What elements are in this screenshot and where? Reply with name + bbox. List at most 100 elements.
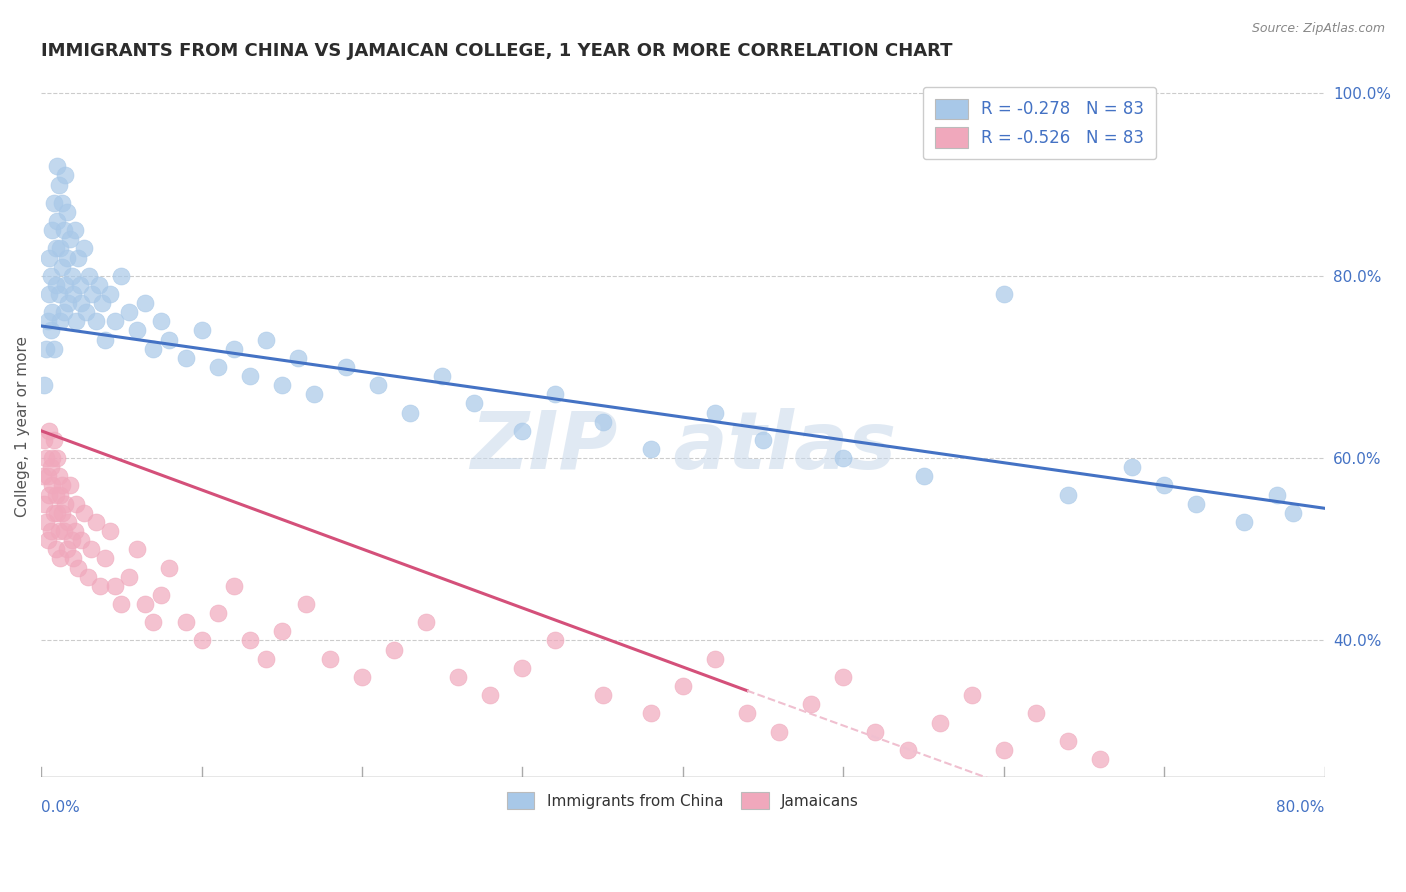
Point — [60, 533, 83, 548]
Point — [110, 268, 132, 283]
Point — [270, 624, 292, 639]
Point — [239, 633, 262, 648]
Point — [174, 615, 197, 630]
Point — [45, 542, 67, 557]
Point — [174, 351, 197, 365]
Point — [51, 260, 73, 274]
Text: 0.0%: 0.0% — [41, 800, 80, 815]
Point — [127, 542, 149, 557]
Text: ZIP  atlas: ZIP atlas — [470, 409, 896, 486]
Point — [42, 433, 65, 447]
Point — [1265, 488, 1288, 502]
Point — [704, 406, 727, 420]
Point — [52, 305, 75, 319]
Point — [432, 369, 454, 384]
Point — [39, 524, 62, 538]
Point — [70, 296, 93, 310]
Point — [592, 688, 614, 702]
Point — [60, 268, 83, 283]
Point — [960, 688, 983, 702]
Point — [35, 342, 58, 356]
Point — [48, 469, 70, 483]
Point — [832, 670, 855, 684]
Point — [41, 305, 63, 319]
Text: IMMIGRANTS FROM CHINA VS JAMAICAN COLLEGE, 1 YEAR OR MORE CORRELATION CHART: IMMIGRANTS FROM CHINA VS JAMAICAN COLLEG… — [41, 42, 953, 60]
Point — [640, 442, 662, 456]
Point — [287, 351, 309, 365]
Point — [295, 597, 318, 611]
Point — [84, 314, 107, 328]
Point — [1121, 460, 1143, 475]
Point — [41, 451, 63, 466]
Point — [55, 205, 77, 219]
Point — [134, 296, 156, 310]
Point — [190, 324, 212, 338]
Point — [254, 651, 277, 665]
Point — [127, 324, 149, 338]
Point — [38, 251, 60, 265]
Point — [34, 378, 56, 392]
Point — [832, 451, 855, 466]
Point — [512, 661, 534, 675]
Point — [928, 715, 950, 730]
Point — [865, 724, 887, 739]
Point — [51, 478, 73, 492]
Point — [35, 451, 58, 466]
Point — [49, 242, 72, 256]
Point — [912, 469, 935, 483]
Point — [543, 633, 565, 648]
Point — [42, 506, 65, 520]
Point — [63, 223, 86, 237]
Point — [49, 551, 72, 566]
Point — [38, 424, 60, 438]
Point — [35, 515, 58, 529]
Point — [190, 633, 212, 648]
Point — [543, 387, 565, 401]
Point — [399, 406, 422, 420]
Point — [62, 551, 84, 566]
Point — [55, 251, 77, 265]
Point — [77, 268, 100, 283]
Point — [73, 242, 96, 256]
Point — [39, 324, 62, 338]
Point — [59, 478, 82, 492]
Point — [45, 277, 67, 292]
Point — [1057, 488, 1080, 502]
Point — [59, 232, 82, 246]
Point — [58, 515, 80, 529]
Point — [142, 615, 165, 630]
Point — [70, 533, 93, 548]
Point — [159, 333, 181, 347]
Point — [1153, 478, 1175, 492]
Point — [1057, 733, 1080, 747]
Point — [104, 314, 127, 328]
Point — [207, 359, 229, 374]
Point — [76, 569, 98, 583]
Point — [104, 579, 127, 593]
Point — [222, 579, 245, 593]
Point — [367, 378, 389, 392]
Point — [704, 651, 727, 665]
Point — [302, 387, 325, 401]
Point — [415, 615, 437, 630]
Point — [48, 287, 70, 301]
Point — [39, 460, 62, 475]
Point — [37, 533, 59, 548]
Point — [42, 195, 65, 210]
Point — [479, 688, 502, 702]
Point — [65, 497, 87, 511]
Point — [91, 296, 114, 310]
Point — [270, 378, 292, 392]
Text: 80.0%: 80.0% — [1277, 800, 1324, 815]
Point — [735, 706, 758, 721]
Point — [51, 195, 73, 210]
Point — [46, 160, 69, 174]
Point — [75, 305, 97, 319]
Point — [335, 359, 357, 374]
Point — [512, 424, 534, 438]
Point — [463, 396, 485, 410]
Point — [52, 524, 75, 538]
Point — [58, 296, 80, 310]
Point — [46, 451, 69, 466]
Point — [53, 277, 76, 292]
